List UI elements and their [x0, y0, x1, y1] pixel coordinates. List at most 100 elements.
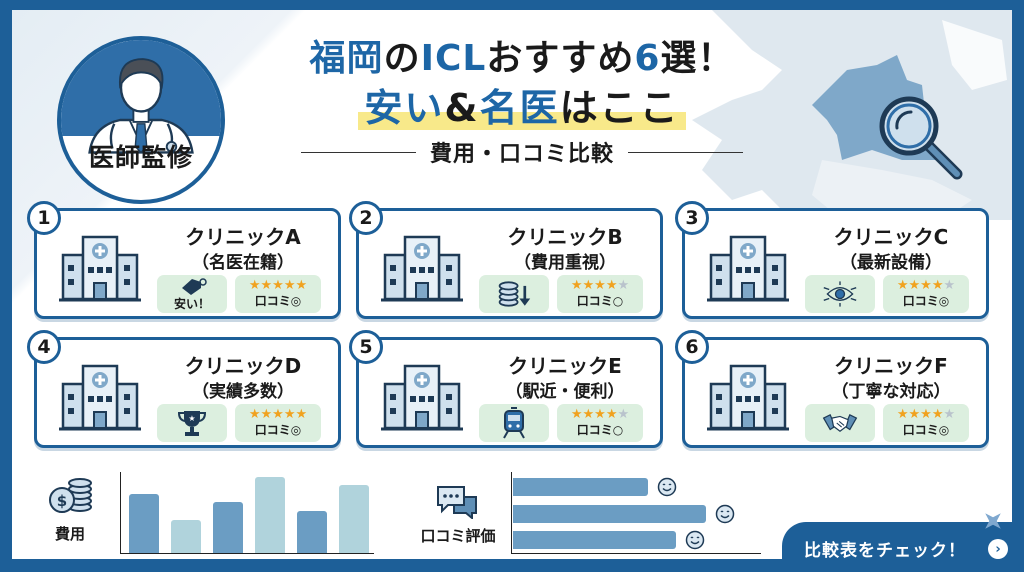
coins-dollar-icon: $	[49, 478, 92, 513]
rating-chip: ★★★★★ 口コミ◎	[235, 275, 321, 313]
title-meii: 名医	[479, 86, 560, 130]
rating-chip: ★★★★★ 口コミ◎	[235, 404, 321, 442]
hospital-icon	[707, 231, 789, 303]
hospital-icon	[707, 360, 789, 432]
review-bar	[513, 505, 706, 523]
title-six: 6	[634, 38, 661, 79]
clinic-name: クリニックE	[508, 354, 622, 378]
rank-number: 5	[349, 330, 383, 364]
rating-chip: ★★★★★ 口コミ◎	[883, 275, 969, 313]
review-bar-chart	[511, 472, 761, 554]
star-rating-icon: ★★★★★	[896, 407, 956, 422]
smiley-icon	[657, 477, 677, 497]
clinic-card[interactable]: 2 クリニックB （費用重視） ★★★★★ 口コミ○	[349, 201, 663, 319]
title-fukuoka: 福岡	[309, 38, 384, 79]
clinic-card[interactable]: 3 クリニックC （最新設備） ★★★★★ 口コミ◎	[675, 201, 989, 319]
feature-chip	[805, 275, 875, 313]
tech-eye-icon	[822, 279, 858, 309]
doctor-icon	[88, 58, 194, 154]
title-sen: 選！	[660, 38, 735, 79]
rating-text: 口コミ◎	[254, 294, 302, 308]
smiley-icon	[715, 504, 735, 524]
clinic-name: クリニックF	[834, 354, 948, 378]
title-ampersand: &	[444, 86, 480, 130]
rating-chip: ★★★★★ 口コミ○	[557, 404, 643, 442]
clinic-card[interactable]: 1 クリニックA （名医在籍） 安い！ ★★★★★ 口コミ◎	[27, 201, 341, 319]
title-icl: ICL	[420, 38, 487, 79]
clinic-feature: （費用重視）	[514, 253, 616, 273]
clinic-feature: （名医在籍）	[192, 253, 294, 273]
clinic-feature: （駅近・便利）	[505, 382, 625, 402]
doctor-supervised-badge: 医師監修	[57, 36, 225, 204]
rank-number: 3	[675, 201, 709, 235]
divider-right	[628, 151, 743, 153]
compare-table-cta[interactable]: 比較表をチェック！ ›	[782, 522, 1024, 572]
kyushu-map	[672, 10, 1012, 220]
hospital-icon	[381, 231, 463, 303]
title-block: 福岡のICLおすすめ6選！ 安い&名医はここ 費用・口コミ比較	[252, 36, 792, 168]
review-bar	[513, 531, 676, 549]
clinic-feature: （実績多数）	[192, 382, 294, 402]
title-yasui: 安い	[364, 86, 445, 130]
main-title-line2: 安い&名医はここ	[358, 84, 686, 132]
cost-label: 費用	[54, 525, 85, 543]
hospital-icon	[381, 360, 463, 432]
clinic-card[interactable]: 6 クリニックF （丁寧な対応） ★★★★★ 口コミ◎	[675, 330, 989, 448]
trophy-icon: ★	[174, 408, 210, 438]
clinic-name: クリニックA	[185, 225, 301, 249]
cost-bar	[255, 477, 285, 553]
rating-text: 口コミ◎	[902, 423, 950, 437]
coins-down-icon	[496, 279, 532, 309]
price-tag-icon	[174, 276, 210, 296]
subtitle: 費用・口コミ比較	[429, 142, 614, 167]
rating-chip: ★★★★★ 口コミ◎	[883, 404, 969, 442]
cost-bar	[129, 494, 159, 553]
feature-chip	[479, 275, 549, 313]
feature-chip	[479, 404, 549, 442]
title-osusume: おすすめ	[486, 38, 635, 79]
cost-legend: $ 費用	[44, 475, 96, 544]
magnifier-icon	[879, 96, 963, 180]
clinic-card[interactable]: 4 クリニックD （実績多数） ★ ★★★★★ 口コミ◎	[27, 330, 341, 448]
smiley-icon	[685, 530, 705, 550]
rank-number: 4	[27, 330, 61, 364]
feature-text: 安い！	[173, 297, 210, 311]
clinic-feature: （最新設備）	[840, 253, 942, 273]
review-bar	[513, 478, 648, 496]
feature-chip	[805, 404, 875, 442]
star-rating-icon: ★★★★★	[248, 407, 308, 422]
title-wa-koko: はここ	[559, 86, 680, 130]
clinic-feature: （丁寧な対応）	[831, 382, 951, 402]
cost-bar	[297, 511, 327, 553]
main-title-line1: 福岡のICLおすすめ6選！	[252, 36, 792, 82]
cost-bar	[339, 485, 369, 553]
feature-chip: 安い！	[157, 275, 227, 313]
chevron-right-icon[interactable]: ›	[988, 539, 1008, 559]
rank-number: 2	[349, 201, 383, 235]
review-legend: 口コミ評価	[410, 485, 506, 546]
cost-bar-chart	[120, 472, 374, 554]
svg-text:$: $	[57, 492, 67, 510]
infographic-frame: 医師監修 福岡のICLおすすめ6選！ 安い&名医はここ 費用・口コミ比較 1 ク…	[12, 10, 1012, 559]
title-highlight	[358, 112, 686, 130]
train-icon	[496, 407, 532, 439]
divider-left	[300, 151, 416, 153]
rating-text: 口コミ○	[576, 423, 624, 437]
rating-chip: ★★★★★ 口コミ○	[557, 275, 643, 313]
subtitle-row: 費用・口コミ比較	[252, 136, 792, 168]
star-rating-icon: ★★★★★	[896, 278, 956, 293]
hospital-icon	[59, 360, 141, 432]
clinic-card[interactable]: 5 クリニックE （駅近・便利） ★★★★★ 口コミ○	[349, 330, 663, 448]
rating-text: 口コミ◎	[254, 423, 302, 437]
chat-bubbles-icon	[437, 486, 477, 521]
rating-text: 口コミ◎	[902, 294, 950, 308]
svg-text:★: ★	[188, 414, 195, 423]
title-no: の	[383, 38, 421, 79]
review-label: 口コミ評価	[420, 527, 496, 545]
rating-text: 口コミ○	[576, 294, 624, 308]
clinic-name: クリニックC	[833, 225, 949, 249]
star-rating-icon: ★★★★★	[570, 278, 630, 293]
badge-label: 医師監修	[88, 143, 193, 172]
feature-chip: ★	[157, 404, 227, 442]
cost-bar	[213, 502, 243, 553]
